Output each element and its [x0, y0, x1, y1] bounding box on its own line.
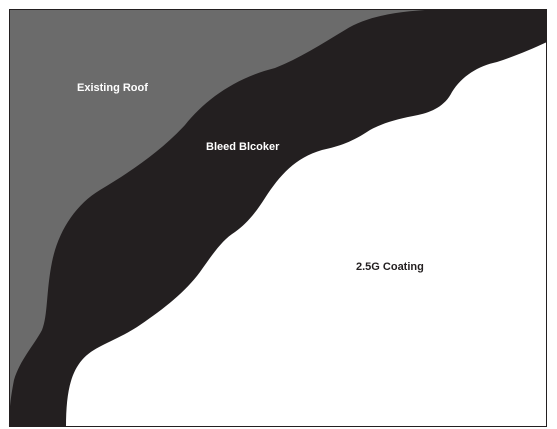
- diagram-frame: [9, 9, 547, 427]
- coating-layer: [66, 42, 547, 427]
- coating-label: 2.5G Coating: [356, 261, 424, 273]
- existing-roof-label: Existing Roof: [77, 82, 148, 94]
- bleed-blocker-label: Bleed Blcoker: [206, 141, 280, 153]
